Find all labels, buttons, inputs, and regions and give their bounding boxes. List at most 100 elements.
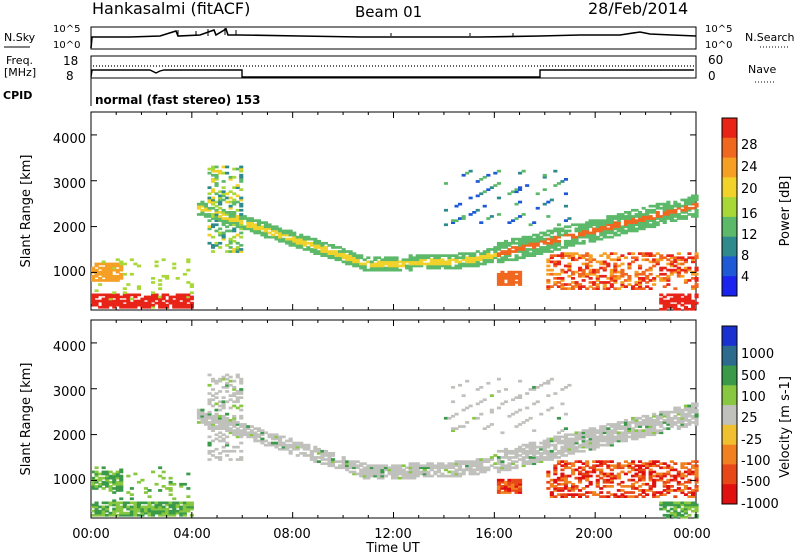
- heatmap-cell: [641, 472, 646, 476]
- heatmap-cell: [592, 227, 597, 231]
- heatmap-cell: [369, 474, 374, 478]
- heatmap-cell: [172, 513, 177, 517]
- heatmap-cell: [454, 256, 459, 260]
- heatmap-cell: [602, 472, 607, 476]
- heatmap-cell: [408, 258, 413, 262]
- heatmap-cell: [585, 445, 590, 449]
- heatmap-cell: [359, 264, 364, 268]
- heatmap-cell: [239, 202, 244, 206]
- heatmap-cell: [211, 246, 216, 249]
- heatmap-cell: [507, 466, 512, 470]
- heatmap-cell: [574, 431, 579, 435]
- heatmap-cell: [669, 421, 674, 424]
- heatmap-cell: [613, 279, 618, 282]
- heatmap-cell: [468, 264, 473, 268]
- heatmap-cell: [359, 472, 364, 476]
- heatmap-cell: [475, 250, 480, 253]
- heatmap-cell: [147, 503, 152, 507]
- heatmap-cell: [518, 239, 523, 243]
- heatmap-cell: [514, 410, 519, 414]
- heatmap-cell: [595, 235, 600, 239]
- heatmap-cell: [154, 264, 159, 268]
- heatmap-cell: [98, 283, 103, 286]
- heatmap-cell: [218, 190, 223, 194]
- heatmap-cell: [609, 464, 614, 468]
- heatmap-cell: [468, 196, 473, 200]
- heatmap-cell: [136, 293, 141, 297]
- heatmap-cell: [362, 266, 367, 270]
- heatmap-cell: [549, 237, 554, 241]
- heatmap-cell: [662, 256, 667, 260]
- heatmap-cell: [108, 279, 113, 282]
- heatmap-cell: [556, 478, 561, 482]
- heatmap-cell: [376, 466, 381, 470]
- heatmap-cell: [556, 435, 561, 439]
- heatmap-cell: [214, 241, 219, 245]
- heatmap-cell: [623, 439, 628, 443]
- heatmap-cell: [609, 431, 614, 435]
- heatmap-cell: [687, 480, 692, 484]
- heatmap-cell: [143, 509, 148, 513]
- heatmap-cell: [221, 404, 226, 408]
- heatmap-cell: [553, 470, 558, 474]
- colorbar-swatch: [722, 118, 737, 139]
- heatmap-cell: [119, 274, 124, 278]
- heatmap-cell: [461, 258, 466, 262]
- heatmap-cell: [419, 262, 424, 266]
- heatmap-cell: [246, 427, 251, 430]
- heatmap-cell: [528, 248, 533, 251]
- heatmap-cell: [331, 454, 336, 457]
- heatmap-cell: [574, 437, 579, 441]
- heatmap-cell: [98, 270, 103, 274]
- heatmap-cell: [659, 425, 664, 428]
- heatmap-cell: [486, 258, 491, 262]
- heatmap-cell: [599, 229, 604, 233]
- heatmap-cell: [549, 198, 554, 202]
- heatmap-cell: [560, 277, 565, 280]
- heatmap-cell: [694, 412, 699, 416]
- heatmap-cell: [648, 272, 653, 276]
- heatmap-cell: [373, 258, 378, 262]
- heatmap-cell: [627, 431, 632, 435]
- heatmap-cell: [595, 437, 600, 441]
- heatmap-cell: [634, 472, 639, 476]
- heatmap-cell: [662, 299, 667, 303]
- heatmap-cell: [609, 231, 614, 235]
- heatmap-cell: [567, 437, 572, 441]
- heatmap-cell: [327, 460, 332, 463]
- heatmap-cell: [383, 258, 388, 262]
- heatmap-cell: [119, 501, 124, 505]
- heatmap-cell: [669, 425, 674, 428]
- heatmap-cell: [613, 429, 618, 432]
- heatmap-cell: [511, 246, 516, 249]
- heatmap-cell: [503, 256, 508, 260]
- heatmap-cell: [521, 248, 526, 251]
- heatmap-cell: [228, 429, 233, 432]
- heatmap-cell: [521, 254, 526, 257]
- heatmap-cell: [669, 206, 674, 210]
- heatmap-cell: [514, 258, 519, 262]
- heatmap-cell: [641, 478, 646, 482]
- heatmap-cell: [493, 466, 498, 470]
- heatmap-cell: [638, 421, 643, 424]
- heatmap-cell: [101, 303, 106, 307]
- heatmap-cell: [133, 299, 138, 303]
- heatmap-cell: [313, 445, 318, 449]
- heatmap-cell: [652, 470, 657, 474]
- heatmap-cell: [567, 244, 572, 247]
- heatmap-cell: [214, 381, 219, 385]
- heatmap-cell: [203, 208, 208, 212]
- heatmap-cell: [655, 460, 660, 463]
- xtick-0000: 00:00: [72, 527, 109, 542]
- heatmap-cell: [316, 452, 321, 455]
- heatmap-cell: [355, 472, 360, 476]
- heatmap-cell: [623, 225, 628, 229]
- heatmap-cell: [694, 204, 699, 208]
- heatmap-cell: [182, 297, 187, 301]
- heatmap-cell: [553, 248, 558, 251]
- heatmap-cell: [500, 485, 505, 488]
- heatmap-cell: [659, 215, 664, 218]
- heatmap-cell: [669, 460, 674, 463]
- heatmap-cell: [687, 419, 692, 422]
- heatmap-cell: [211, 178, 216, 181]
